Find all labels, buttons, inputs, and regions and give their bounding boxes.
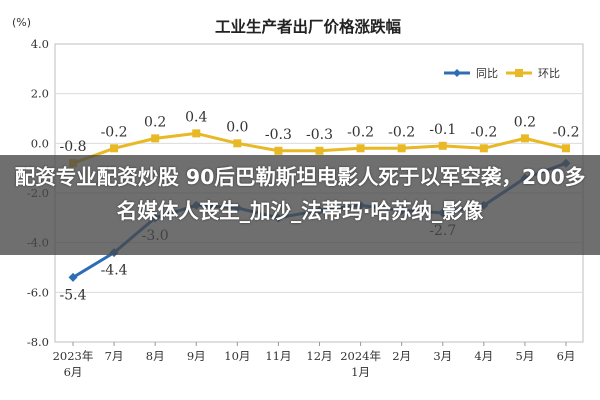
data-label-mom: -0.2 — [470, 124, 497, 140]
x-tick-label: 6月 — [557, 349, 576, 363]
data-label-mom: -0.2 — [347, 124, 374, 140]
x-tick-label: 10月 — [224, 349, 250, 363]
data-label-mom: -0.1 — [429, 122, 456, 138]
data-point-mom — [315, 146, 324, 155]
data-point-mom — [274, 146, 283, 155]
data-label-mom: -0.2 — [553, 124, 580, 140]
overlay-caption: 配资专业配资炒股 90后巴勒斯坦电影人死于以军空袭，200多名媒体人丧生_加沙_… — [14, 165, 586, 223]
data-point-mom — [397, 144, 406, 153]
legend-label-mom: 环比 — [538, 67, 560, 80]
data-label-mom: -0.8 — [60, 139, 87, 155]
y-tick-label: -6.0 — [27, 285, 49, 299]
x-tick-line: 6月 — [64, 365, 83, 379]
x-tick-label: 5月 — [516, 349, 535, 363]
x-tick-line: 4月 — [474, 349, 493, 363]
data-label-yoy: -4.4 — [101, 263, 128, 279]
data-point-mom — [151, 134, 160, 143]
data-label-mom: -0.2 — [101, 124, 128, 140]
x-tick-line: 12月 — [306, 349, 332, 363]
legend-label-yoy: 同比 — [476, 67, 498, 80]
data-label-mom: 0.0 — [226, 119, 248, 135]
x-tick-label: 2024年 1月 — [340, 349, 381, 379]
data-label-mom: -0.3 — [265, 127, 292, 143]
data-point-mom — [562, 144, 570, 153]
data-point-mom — [520, 134, 529, 143]
chart-title: 工业生产者出厂价格涨跌幅 — [215, 17, 402, 36]
x-tick-label: 7月 — [105, 349, 124, 363]
data-label-mom: 0.4 — [185, 109, 207, 125]
x-axis-ticks: 2023年 6月 7月 8月 9月 10月 11月 12月 2024年 1月 2月 3月 4月 5月 6月 — [53, 342, 576, 379]
y-tick-label: 2.0 — [31, 87, 49, 101]
data-point-mom — [438, 141, 447, 150]
x-tick-label: 2月 — [392, 349, 411, 363]
x-tick-line: 3月 — [433, 349, 452, 363]
data-point-mom — [192, 129, 201, 138]
y-tick-label: 0.0 — [31, 136, 49, 150]
data-label-mom: -0.2 — [388, 124, 415, 140]
data-label-mom: -0.3 — [306, 127, 333, 143]
x-tick-label: 9月 — [187, 349, 206, 363]
x-tick-line: 10月 — [224, 349, 250, 363]
x-tick-label: 3月 — [433, 349, 452, 363]
y-tick-label: 4.0 — [31, 37, 49, 51]
x-tick-line: 8月 — [146, 349, 165, 363]
x-tick-line: 9月 — [187, 349, 206, 363]
legend-marker-mom — [515, 69, 523, 77]
x-tick-line: 2024年 — [340, 349, 381, 363]
x-tick-label: 8月 — [146, 349, 165, 363]
data-label-mom: 0.2 — [144, 114, 166, 130]
data-label-mom: 0.2 — [514, 114, 536, 130]
x-tick-label: 2023年 6月 — [53, 349, 94, 379]
data-point-yoy — [68, 272, 78, 282]
x-tick-line: 7月 — [105, 349, 124, 363]
overlay-banner — [0, 155, 600, 255]
x-tick-line: 5月 — [516, 349, 535, 363]
data-point-mom — [479, 144, 488, 153]
x-tick-label: 12月 — [306, 349, 332, 363]
y-tick-label: -8.0 — [27, 335, 49, 349]
data-point-mom — [110, 144, 119, 153]
data-point-mom — [233, 139, 242, 148]
data-label-yoy: -5.4 — [60, 287, 87, 303]
x-tick-label: 11月 — [265, 349, 291, 363]
x-tick-label: 4月 — [474, 349, 493, 363]
legend: 同比 环比 — [444, 67, 560, 80]
x-tick-line: 6月 — [557, 349, 576, 363]
x-tick-line: 2月 — [392, 349, 411, 363]
legend-marker-yoy — [453, 69, 461, 77]
x-tick-line: 2023年 — [53, 349, 94, 363]
x-tick-line: 1月 — [351, 365, 370, 379]
y-unit-label: (%) — [12, 16, 31, 29]
x-tick-line: 11月 — [265, 349, 291, 363]
data-point-mom — [356, 144, 365, 153]
